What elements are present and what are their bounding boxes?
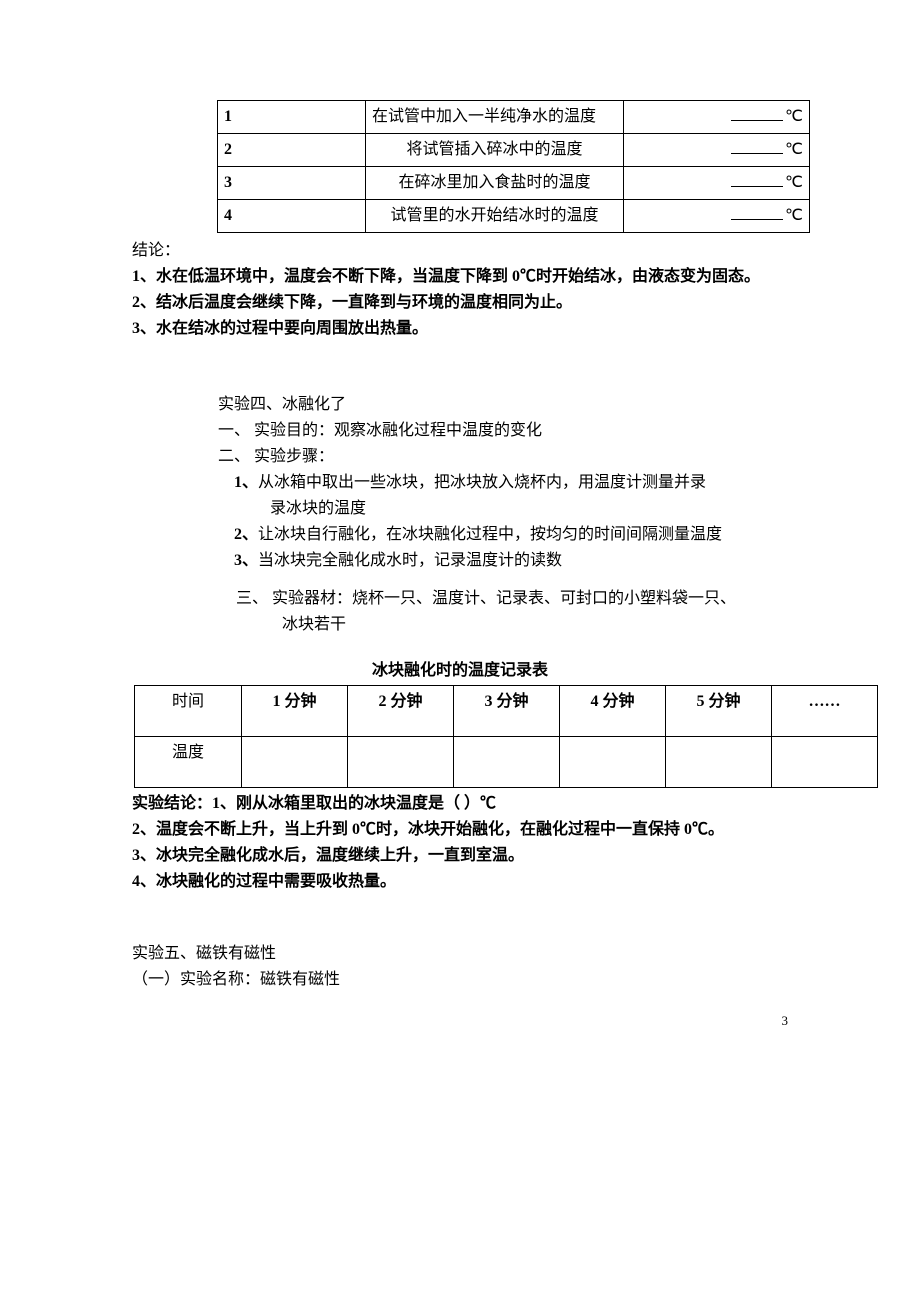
row-value: ℃: [624, 134, 810, 167]
th-col: 4 分钟: [560, 686, 666, 737]
temperature-table: 1 在试管中加入一半纯净水的温度 ℃ 2 将试管插入碎冰中的温度 ℃ 3 在碎冰…: [217, 100, 810, 233]
table-row: 温度: [135, 737, 878, 788]
row-num: 2: [218, 134, 366, 167]
exp4-aim: 一、 实验目的：观察冰融化过程中温度的变化: [218, 419, 778, 443]
exp4-steps-label: 二、 实验步骤：: [218, 445, 778, 469]
experiment-5-section: 实验五、磁铁有磁性 （一）实验名称：磁铁有磁性: [132, 942, 788, 992]
conclusion-label: 结论：: [132, 239, 788, 263]
cell-empty: [560, 737, 666, 788]
conc2-line: 4、冰块融化的过程中需要吸收热量。: [132, 870, 788, 894]
conclusion-line: 3、水在结冰的过程中要向周围放出热量。: [132, 317, 788, 341]
exp5-name-line: （一）实验名称：磁铁有磁性: [132, 968, 788, 992]
exp4-step-sub: 录冰块的温度: [218, 497, 778, 521]
row-desc: 试管里的水开始结冰时的温度: [366, 200, 624, 233]
th-col: 5 分钟: [666, 686, 772, 737]
row-desc: 在碎冰里加入食盐时的温度: [366, 167, 624, 200]
conc2-line: 2、温度会不断上升，当上升到 0℃时，冰块开始融化，在融化过程中一直保持 0℃。: [132, 818, 788, 842]
exp4-step: 2、让冰块自行融化，在冰块融化过程中，按均匀的时间间隔测量温度: [218, 523, 778, 547]
exp4-step: 1、从冰箱中取出一些冰块，把冰块放入烧杯内，用温度计测量并录: [218, 471, 778, 495]
exp4-step: 3、当冰块完全融化成水时，记录温度计的读数: [218, 549, 778, 573]
exp4-materials-sub: 冰块若干: [218, 613, 778, 637]
row-value: ℃: [624, 101, 810, 134]
row-label: 温度: [135, 737, 242, 788]
row-desc: 将试管插入碎冰中的温度: [366, 134, 624, 167]
table-row: 2 将试管插入碎冰中的温度 ℃: [218, 134, 810, 167]
row-num: 4: [218, 200, 366, 233]
cell-empty: [242, 737, 348, 788]
table2-title: 冰块融化时的温度记录表: [132, 659, 788, 683]
row-value: ℃: [624, 167, 810, 200]
exp4-title: 实验四、冰融化了: [218, 393, 778, 417]
cell-empty: [772, 737, 878, 788]
table-header-row: 时间 1 分钟 2 分钟 3 分钟 4 分钟 5 分钟 ……: [135, 686, 878, 737]
th-col: 2 分钟: [348, 686, 454, 737]
conc2-line: 实验结论：1、刚从冰箱里取出的冰块温度是（ ）℃: [132, 792, 788, 816]
th-time: 时间: [135, 686, 242, 737]
conclusion-line: 1、水在低温环境中，温度会不断下降，当温度下降到 0℃时开始结冰，由液态变为固态…: [132, 265, 788, 289]
exp5-title: 实验五、磁铁有磁性: [132, 942, 788, 966]
row-num: 1: [218, 101, 366, 134]
row-num: 3: [218, 167, 366, 200]
row-value: ℃: [624, 200, 810, 233]
table-row: 4 试管里的水开始结冰时的温度 ℃: [218, 200, 810, 233]
th-col: ……: [772, 686, 878, 737]
conclusion-line: 2、结冰后温度会继续下降，一直降到与环境的温度相同为止。: [132, 291, 788, 315]
conclusion-section-1: 结论： 1、水在低温环境中，温度会不断下降，当温度下降到 0℃时开始结冰，由液态…: [132, 239, 788, 341]
cell-empty: [348, 737, 454, 788]
th-col: 1 分钟: [242, 686, 348, 737]
page-number: 3: [782, 1011, 789, 1031]
table-row: 1 在试管中加入一半纯净水的温度 ℃: [218, 101, 810, 134]
cell-empty: [454, 737, 560, 788]
th-col: 3 分钟: [454, 686, 560, 737]
exp4-materials: 三、 实验器材：烧杯一只、温度计、记录表、可封口的小塑料袋一只、: [218, 587, 778, 611]
experiment-4-section: 实验四、冰融化了 一、 实验目的：观察冰融化过程中温度的变化 二、 实验步骤： …: [218, 393, 778, 637]
row-desc: 在试管中加入一半纯净水的温度: [366, 101, 624, 134]
table-row: 3 在碎冰里加入食盐时的温度 ℃: [218, 167, 810, 200]
melting-record-table: 时间 1 分钟 2 分钟 3 分钟 4 分钟 5 分钟 …… 温度: [134, 685, 878, 788]
cell-empty: [666, 737, 772, 788]
conc2-line: 3、冰块完全融化成水后，温度继续上升，一直到室温。: [132, 844, 788, 868]
conclusion-section-2: 实验结论：1、刚从冰箱里取出的冰块温度是（ ）℃ 2、温度会不断上升，当上升到 …: [132, 792, 788, 894]
